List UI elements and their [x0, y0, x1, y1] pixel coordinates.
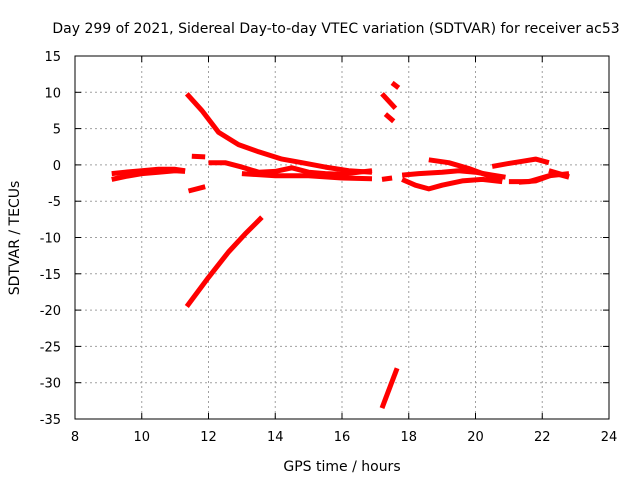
- y-tick-label: 15: [44, 50, 61, 65]
- gridlines: [75, 56, 609, 419]
- y-tick-label: 0: [53, 159, 61, 174]
- series-arc-k: [390, 80, 401, 90]
- y-tick-label: -30: [40, 377, 61, 392]
- series-arc-c: [184, 92, 373, 175]
- series-arc-l: [379, 367, 400, 409]
- x-tick-label: 18: [400, 430, 417, 445]
- series-arc-o: [401, 176, 503, 192]
- y-tick-label: 5: [53, 123, 61, 138]
- x-tick-label: 24: [601, 430, 618, 445]
- series-arc-h: [241, 171, 373, 182]
- series-arc-i: [380, 92, 398, 110]
- series-arc-d: [184, 215, 264, 308]
- x-tick-label: 16: [334, 430, 351, 445]
- y-tick-label: -35: [40, 413, 61, 428]
- tick-marks: [74, 55, 610, 420]
- y-axis-label: SDTVAR / TECUs: [7, 181, 23, 296]
- series-arc-m: [381, 175, 393, 182]
- x-tick-label: 14: [267, 430, 284, 445]
- y-tick-labels: 15 10 5 0 -5 -10 -15 -20 -25 -30 -35: [40, 50, 61, 428]
- chart-title: Day 299 of 2021, Sidereal Day-to-day VTE…: [52, 21, 619, 37]
- series-arc-e: [187, 184, 206, 194]
- series-arc-j: [383, 112, 396, 124]
- series-arc-q: [491, 156, 550, 169]
- series-arc-g: [208, 160, 373, 177]
- x-tick-label: 22: [534, 430, 551, 445]
- y-tick-label: -5: [48, 195, 61, 210]
- x-tick-label: 8: [71, 430, 79, 445]
- series-arc-b: [111, 168, 186, 182]
- data-series: [111, 80, 570, 409]
- x-tick-labels: 8 10 12 14 16 18 20 22 24: [71, 430, 617, 445]
- x-tick-label: 10: [133, 430, 150, 445]
- y-tick-label: -10: [40, 232, 61, 247]
- series-arc-p: [428, 157, 504, 184]
- x-tick-label: 20: [467, 430, 484, 445]
- x-tick-label: 12: [200, 430, 217, 445]
- y-tick-label: 10: [44, 86, 61, 101]
- y-tick-label: -20: [40, 304, 61, 319]
- y-tick-label: -15: [40, 268, 61, 283]
- x-axis-label: GPS time / hours: [283, 459, 400, 475]
- y-tick-label: -25: [40, 340, 61, 355]
- series-arc-f: [191, 153, 206, 160]
- series-arc-t: [548, 168, 570, 179]
